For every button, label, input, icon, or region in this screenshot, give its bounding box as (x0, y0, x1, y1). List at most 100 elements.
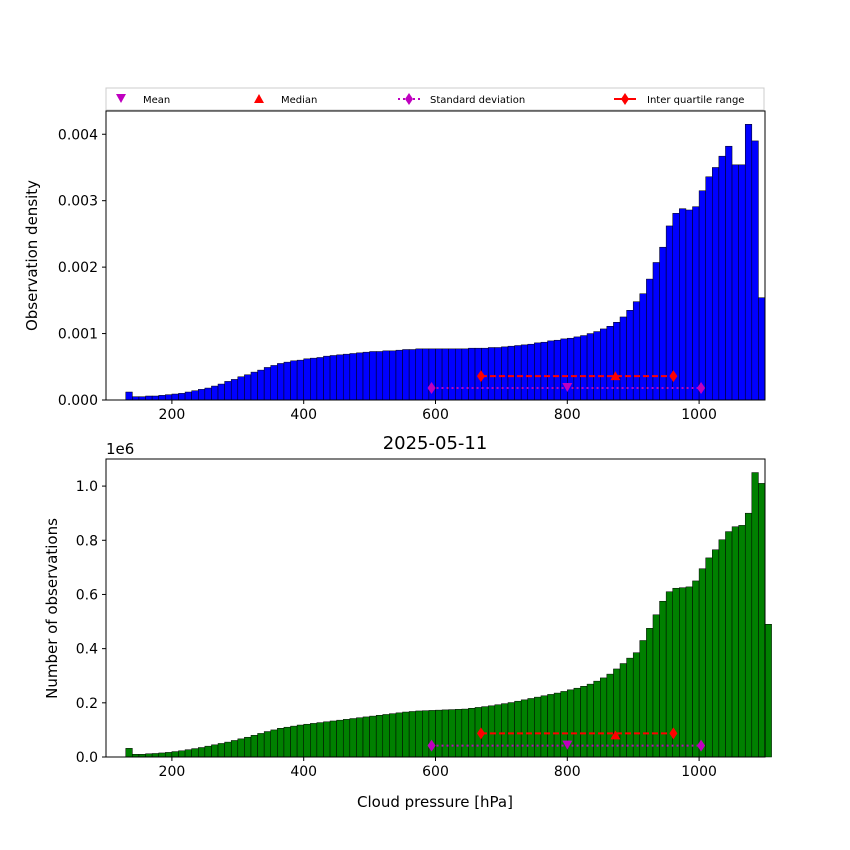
histogram-bar (290, 360, 298, 401)
histogram-bar (402, 711, 410, 758)
histogram-bar (336, 719, 344, 758)
histogram-bar (125, 391, 133, 401)
x-tick-label: 1000 (681, 764, 717, 780)
histogram-bar (198, 747, 206, 758)
histogram-bar (230, 379, 239, 401)
histogram-bar (540, 695, 548, 758)
histogram-bar (685, 209, 693, 401)
histogram-bar (606, 673, 614, 758)
histogram-bar (698, 190, 706, 401)
histogram-bar (395, 712, 403, 758)
histogram-bar (751, 472, 759, 758)
legend-std-marker (405, 93, 413, 105)
density-ylabel: Observation density (23, 180, 41, 331)
histogram-bar (679, 208, 687, 401)
histogram-bar (310, 723, 318, 758)
histogram-bar (487, 347, 496, 401)
x-tick-label: 200 (159, 407, 186, 423)
histogram-bar (369, 351, 377, 401)
histogram-bar (738, 525, 746, 758)
histogram-bar (395, 349, 403, 401)
histogram-bar (342, 719, 351, 758)
histogram-bar (494, 347, 502, 401)
histogram-bar (356, 352, 364, 401)
histogram-bar (270, 365, 278, 401)
histogram-bar (342, 353, 351, 401)
histogram-bar (705, 176, 713, 401)
histogram-bar (191, 748, 199, 758)
density-stats (427, 370, 706, 395)
histogram-bar (362, 716, 370, 758)
histogram-bar (250, 735, 258, 758)
histogram-bar (738, 164, 746, 401)
x-tick-label: 400 (290, 764, 317, 780)
histogram-bar (580, 335, 588, 401)
histogram-bar (698, 568, 706, 758)
histogram-bar (534, 342, 542, 401)
iqr-low-marker (476, 727, 485, 740)
histogram-bar (323, 721, 331, 758)
histogram-bar (494, 704, 502, 758)
histogram-bar (283, 726, 291, 758)
histogram-bar (441, 348, 449, 401)
y-tick-label: 0.2 (76, 696, 98, 712)
y-tick-label: 0.002 (58, 260, 98, 276)
histogram-bar (514, 700, 522, 758)
histogram-bar (751, 140, 759, 401)
histogram-bar (178, 750, 186, 758)
histogram-bar (468, 707, 476, 758)
histogram-bar (389, 713, 397, 758)
histogram-bar (198, 389, 206, 401)
mean-marker (562, 383, 573, 393)
histogram-bar (415, 710, 423, 758)
histogram-bar (250, 371, 258, 401)
histogram-bar (639, 293, 647, 401)
histogram-bar (679, 587, 687, 758)
histogram-bar (619, 663, 627, 758)
median-marker (610, 371, 621, 381)
histogram-bar (744, 124, 753, 401)
histogram-bar (692, 206, 700, 401)
histogram-bar (296, 724, 304, 758)
histogram-bar (277, 728, 285, 758)
density-axes: 200 400 600 800 1000 0.000 0.001 0.002 0.003 0.00… (58, 110, 766, 423)
y-tick-label: 0.004 (58, 127, 98, 143)
histogram-bar (415, 348, 423, 401)
histogram-bar (145, 395, 153, 401)
histogram-bar (375, 715, 384, 758)
legend-std-label: Standard deviation (430, 95, 525, 106)
histogram-bar (725, 531, 733, 758)
histogram-bar (712, 167, 720, 401)
histogram-bar (613, 668, 621, 758)
legend: Mean Median Standard deviation Inter qua… (105, 87, 765, 111)
histogram-bar (356, 717, 364, 758)
histogram-bar (514, 345, 522, 401)
histogram-bar (652, 262, 660, 401)
histogram-bar (336, 354, 344, 401)
histogram-bar (369, 715, 377, 758)
histogram-bar (547, 694, 555, 758)
histogram-bar (224, 381, 232, 401)
histogram-bar (520, 699, 529, 758)
histogram-bar (310, 357, 318, 401)
histogram-bar (567, 337, 575, 401)
histogram-bar (455, 709, 463, 758)
histogram-bar (758, 483, 766, 758)
histogram-bar (263, 731, 272, 758)
histogram-bar (553, 339, 561, 401)
histogram-bar (705, 557, 713, 758)
histogram-bar (593, 331, 601, 401)
x-tick-label: 800 (554, 407, 581, 423)
histogram-bar (204, 387, 212, 401)
histogram-bar (178, 393, 186, 401)
histogram-bar (435, 709, 443, 758)
histogram-bar (422, 710, 430, 758)
histogram-bar (553, 692, 561, 758)
histogram-bar (441, 709, 449, 758)
histogram-bar (303, 358, 311, 401)
histogram-bar (191, 390, 199, 401)
legend-iqr-label: Inter quartile range (647, 95, 744, 106)
histogram-bar (560, 338, 568, 401)
histogram-bar (600, 328, 608, 401)
